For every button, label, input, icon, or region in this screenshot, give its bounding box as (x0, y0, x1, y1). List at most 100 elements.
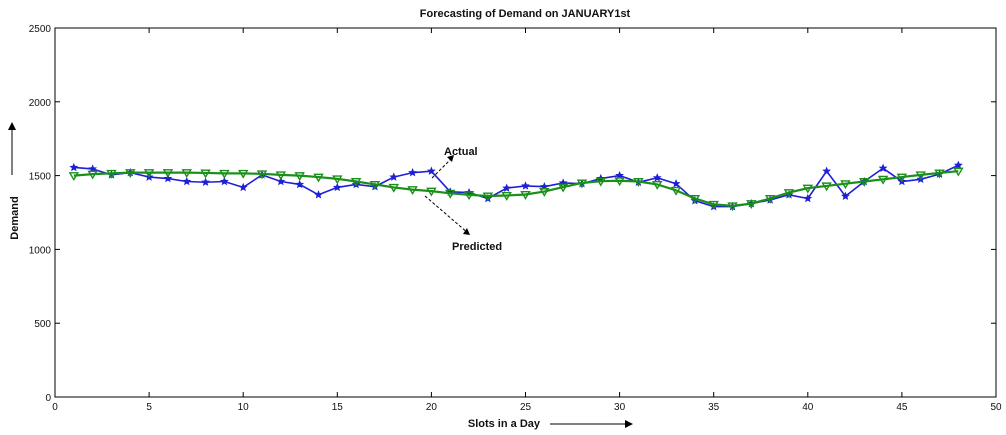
data-point-actual (69, 162, 79, 172)
data-point-predicted (200, 169, 211, 179)
series-predicted (68, 167, 964, 212)
x-tick-label: 40 (802, 402, 814, 413)
data-point-actual (408, 168, 417, 177)
data-point-predicted (181, 169, 192, 179)
data-point-predicted (294, 172, 305, 181)
data-point-predicted (463, 191, 475, 201)
data-point-predicted (482, 192, 494, 202)
data-point-predicted (501, 192, 512, 201)
series-line-actual (73, 164, 959, 208)
data-point-actual (822, 166, 832, 175)
data-point-predicted (237, 169, 249, 179)
data-point-predicted (896, 173, 908, 183)
data-point-actual (276, 176, 286, 186)
data-point-predicted (125, 169, 136, 179)
x-tick-label: 45 (896, 402, 908, 413)
data-point-actual (238, 182, 248, 192)
data-point-actual (389, 172, 399, 181)
x-tick-label: 30 (614, 402, 626, 413)
data-point-predicted (388, 183, 399, 193)
data-point-predicted (802, 184, 814, 194)
data-point-actual (953, 160, 963, 170)
y-axis-label: Demand (9, 196, 21, 239)
data-point-predicted (520, 190, 531, 200)
chart-title: Forecasting of Demand on JANUARY1st (420, 8, 631, 20)
x-axis-ticks: 0 5 10 15 20 25 30 35 40 45 50 (52, 28, 1002, 413)
data-point-predicted (727, 202, 738, 212)
x-tick-label: 35 (708, 402, 720, 413)
annotation-actual: Actual (431, 146, 478, 179)
y-axis-ticks: 0 500 1000 1500 2000 2500 (29, 24, 996, 404)
data-point-predicted (689, 194, 701, 204)
data-point-actual (88, 164, 98, 173)
data-point-predicted (670, 186, 682, 196)
data-point-actual (615, 170, 625, 180)
data-point-predicted (953, 167, 964, 177)
x-axis-label: Slots in a Day (468, 418, 541, 430)
data-point-predicted (576, 179, 588, 189)
data-point-predicted (426, 187, 437, 197)
data-point-predicted (708, 200, 719, 210)
data-point-actual (878, 163, 888, 172)
y-tick-label: 500 (34, 319, 51, 330)
x-tick-label: 25 (520, 402, 532, 413)
data-point-actual (201, 177, 210, 186)
data-point-predicted (821, 182, 832, 192)
data-point-predicted (652, 180, 663, 190)
x-axis-arrow (550, 420, 633, 428)
data-point-actual (332, 182, 342, 192)
data-point-predicted (162, 169, 174, 179)
data-point-actual (841, 191, 850, 201)
data-point-predicted (859, 178, 870, 187)
data-point-predicted (407, 186, 418, 196)
y-tick-label: 0 (45, 393, 51, 404)
data-point-predicted (783, 189, 795, 198)
data-point-predicted (539, 188, 550, 197)
data-point-predicted (219, 169, 230, 179)
data-point-predicted (840, 180, 851, 190)
x-tick-label: 5 (146, 402, 152, 413)
y-axis-arrow (8, 122, 16, 175)
x-tick-label: 20 (426, 402, 438, 413)
plot-area (54, 27, 997, 398)
data-point-predicted (350, 178, 362, 187)
data-point-predicted (369, 180, 381, 190)
data-point-actual (803, 193, 813, 203)
data-point-actual (652, 173, 662, 182)
series-layer (68, 160, 964, 212)
data-point-predicted (106, 169, 117, 179)
data-point-actual (502, 183, 512, 192)
data-point-actual (426, 166, 436, 175)
data-point-actual (521, 181, 530, 190)
x-tick-label: 50 (990, 402, 1002, 413)
annotation-actual-label: Actual (444, 146, 478, 158)
y-tick-label: 2500 (29, 24, 52, 35)
data-point-predicted (934, 169, 945, 179)
data-point-predicted (444, 189, 456, 199)
data-point-predicted (915, 171, 926, 181)
data-point-predicted (275, 171, 287, 181)
y-tick-label: 1000 (29, 245, 52, 256)
data-point-actual (182, 176, 192, 186)
data-point-predicted (557, 183, 569, 193)
data-point-actual (219, 176, 229, 186)
x-tick-label: 0 (52, 402, 58, 413)
x-tick-label: 15 (332, 402, 344, 413)
y-tick-label: 2000 (29, 98, 52, 109)
annotation-predicted-label: Predicted (452, 241, 502, 253)
data-point-predicted (68, 172, 80, 181)
data-point-predicted (256, 170, 268, 180)
data-point-actual (671, 179, 681, 188)
data-point-predicted (595, 177, 607, 187)
data-point-predicted (87, 170, 98, 180)
data-point-predicted (614, 177, 625, 187)
data-point-predicted (877, 175, 889, 185)
data-point-actual (295, 179, 305, 189)
data-point-predicted (764, 194, 776, 204)
x-tick-label: 10 (238, 402, 250, 413)
data-point-predicted (746, 200, 757, 210)
data-point-predicted (332, 175, 343, 185)
data-point-predicted (633, 178, 644, 187)
data-point-predicted (313, 173, 324, 183)
